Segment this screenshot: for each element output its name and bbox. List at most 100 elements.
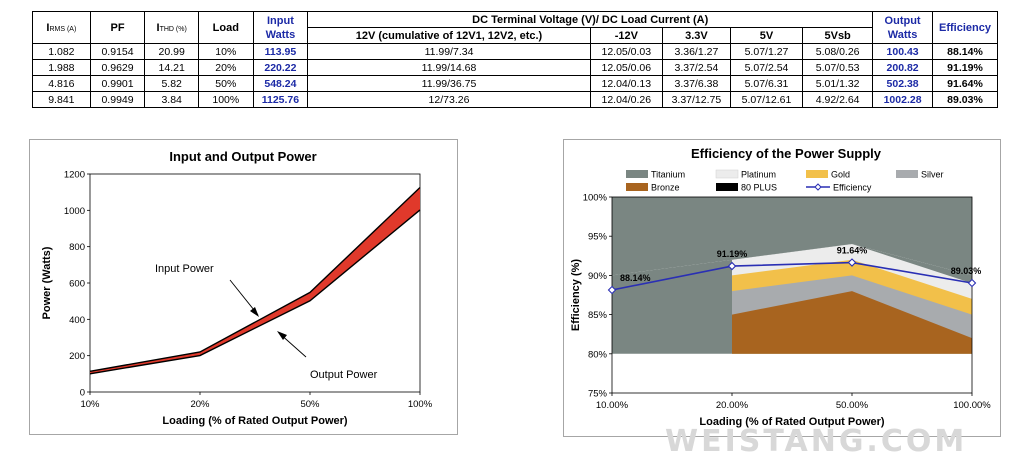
cell-5v: 5.07/2.54 bbox=[729, 59, 804, 76]
output-power-annotation: Output Power bbox=[310, 369, 378, 381]
band-titanium-top bbox=[612, 197, 972, 276]
y-tick-label: 200 bbox=[69, 351, 85, 362]
cell-minus-12v: 12.05/0.03 bbox=[589, 43, 663, 60]
efficiency-point bbox=[607, 285, 617, 295]
cell-input-watts: 1125.76 bbox=[252, 91, 309, 108]
header-input-watts: Input Watts bbox=[252, 11, 309, 44]
y-tick-label: 75% bbox=[588, 389, 608, 400]
efficiency-line bbox=[611, 261, 973, 291]
cell-pf: 0.9154 bbox=[89, 43, 146, 60]
efficiency-data-label: 91.64% bbox=[837, 246, 868, 256]
efficiency-data-label: 88.14% bbox=[620, 273, 651, 283]
cell-ithd: 5.82 bbox=[144, 75, 199, 92]
header-minus-12v: -12V bbox=[589, 27, 663, 44]
y-tick-label: 80% bbox=[588, 349, 608, 360]
legend-swatch bbox=[715, 169, 739, 179]
plot-area bbox=[611, 196, 973, 394]
cell-pf: 0.9901 bbox=[89, 75, 146, 92]
cell-3v3: 3.37/6.38 bbox=[661, 75, 731, 92]
cell-minus-12v: 12.05/0.06 bbox=[589, 59, 663, 76]
cell-efficiency: 88.14% bbox=[931, 43, 999, 60]
x-tick-label: 20.00% bbox=[716, 400, 749, 411]
legend-label: 80 PLUS bbox=[741, 183, 777, 193]
cell-ithd: 14.21 bbox=[144, 59, 199, 76]
x-tick-label: 50.00% bbox=[836, 400, 869, 411]
y-tick-label: 0 bbox=[80, 388, 85, 399]
cell-5vsb: 5.08/0.26 bbox=[802, 43, 874, 60]
efficiency-data-label: 89.03% bbox=[951, 266, 982, 276]
y-axis-label: Power (Watts) bbox=[41, 246, 53, 319]
header-output-watts: Output Watts bbox=[872, 11, 933, 44]
table-row: 1.082 0.9154 20.99 10% 113.95 11.99/7.34… bbox=[32, 43, 999, 60]
power-gap-area bbox=[90, 187, 420, 374]
power-chart-box: Input and Output Power 0 200 400 600 800 1000 1… bbox=[29, 139, 458, 435]
header-3v3: 3.3V bbox=[661, 27, 731, 44]
legend-swatch bbox=[626, 170, 648, 178]
legend-label: Titanium bbox=[651, 170, 685, 180]
x-tick-label: 20% bbox=[190, 399, 210, 410]
x-axis-label: Loading (% of Rated Output Power) bbox=[162, 415, 347, 427]
x-tick-label: 50% bbox=[300, 399, 320, 410]
table-row: 1.988 0.9629 14.21 20% 220.22 11.99/14.6… bbox=[32, 59, 999, 76]
cell-output-watts: 200.82 bbox=[872, 59, 933, 76]
legend-swatch bbox=[896, 170, 918, 178]
output-arrow-head bbox=[277, 331, 287, 340]
input-power-line bbox=[89, 186, 421, 372]
table-row: 9.841 0.9949 3.84 100% 1125.76 12/73.26 … bbox=[32, 91, 999, 108]
cell-12v: 11.99/36.75 bbox=[307, 75, 591, 92]
cell-3v3: 3.37/2.54 bbox=[661, 59, 731, 76]
cell-load: 10% bbox=[197, 43, 254, 60]
cell-3v3: 3.37/12.75 bbox=[661, 91, 731, 108]
y-axis-label: Efficiency (%) bbox=[570, 259, 582, 331]
output-power-line bbox=[89, 209, 421, 375]
x-tick-label: 10.00% bbox=[596, 400, 629, 411]
input-power-annotation: Input Power bbox=[155, 263, 214, 275]
y-tick-label: 85% bbox=[588, 310, 608, 321]
x-tick-label: 10% bbox=[80, 399, 100, 410]
cell-ithd: 20.99 bbox=[144, 43, 199, 60]
cell-12v: 12/73.26 bbox=[307, 91, 591, 108]
header-load: Load bbox=[197, 11, 254, 44]
cell-input-watts: 220.22 bbox=[252, 59, 309, 76]
plot-area bbox=[89, 173, 421, 393]
watermark: WEISTANG.COM bbox=[665, 424, 968, 459]
cell-5vsb: 5.01/1.32 bbox=[802, 75, 874, 92]
cell-irms: 1.988 bbox=[32, 59, 91, 76]
cell-efficiency: 91.64% bbox=[931, 75, 999, 92]
chart-title: Efficiency of the Power Supply bbox=[691, 146, 882, 161]
y-tick-label: 1000 bbox=[64, 206, 85, 217]
legend-swatch bbox=[806, 170, 828, 178]
y-tick-label: 800 bbox=[69, 242, 85, 253]
legend-label: Bronze bbox=[651, 183, 680, 193]
cell-12v: 11.99/7.34 bbox=[307, 43, 591, 60]
legend-label: Gold bbox=[831, 170, 850, 180]
cell-input-watts: 113.95 bbox=[252, 43, 309, 60]
cell-load: 20% bbox=[197, 59, 254, 76]
cell-5vsb: 4.92/2.64 bbox=[802, 91, 874, 108]
legend-label: Platinum bbox=[741, 170, 776, 180]
x-axis-label: Loading (% of Rated Output Power) bbox=[699, 416, 884, 428]
y-tick-label: 100% bbox=[583, 193, 608, 204]
y-tick-label: 95% bbox=[588, 232, 608, 243]
chart-title: Input and Output Power bbox=[169, 149, 316, 164]
cell-output-watts: 502.38 bbox=[872, 75, 933, 92]
header-5vsb: 5Vsb bbox=[802, 27, 874, 44]
cell-irms: 1.082 bbox=[32, 43, 91, 60]
cell-minus-12v: 12.04/0.26 bbox=[589, 91, 663, 108]
cell-pf: 0.9629 bbox=[89, 59, 146, 76]
efficiency-point bbox=[727, 261, 737, 271]
header-pf: PF bbox=[89, 11, 146, 44]
y-tick-label: 90% bbox=[588, 271, 608, 282]
cell-load: 100% bbox=[197, 91, 254, 108]
cell-ithd: 3.84 bbox=[144, 91, 199, 108]
cell-5v: 5.07/1.27 bbox=[729, 43, 804, 60]
cell-load: 50% bbox=[197, 75, 254, 92]
header-5v: 5V bbox=[729, 27, 804, 44]
legend-marker bbox=[814, 183, 822, 191]
header-12v: 12V (cumulative of 12V1, 12V2, etc.) bbox=[307, 27, 591, 44]
cell-5v: 5.07/6.31 bbox=[729, 75, 804, 92]
test-results-table: IRMS (A) PF ITHD (%) Load Input Watts DC… bbox=[32, 11, 999, 108]
header-efficiency: Efficiency bbox=[931, 11, 999, 44]
header-irms: IRMS (A) bbox=[32, 11, 91, 44]
power-chart: Input and Output Power 0 200 400 600 800 1000 1… bbox=[41, 149, 433, 427]
